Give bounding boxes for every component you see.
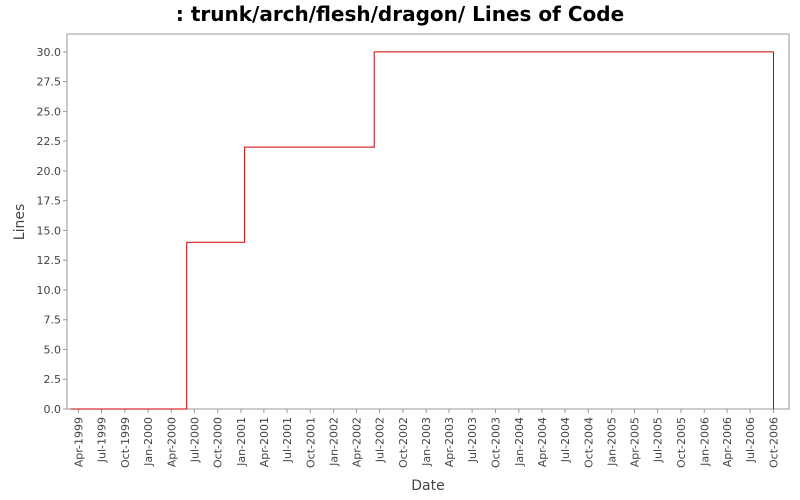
y-tick-label: 15.0 (37, 224, 62, 237)
y-tick-label: 22.5 (37, 135, 62, 148)
x-tick-label: Jan-2000 (142, 417, 155, 467)
x-tick-label: Jan-2005 (606, 417, 619, 467)
x-tick-label: Jul-2006 (744, 417, 757, 463)
x-tick-label: Apr-2000 (165, 417, 178, 467)
x-tick-label: Oct-2002 (397, 417, 410, 468)
x-tick-label: Oct-2006 (768, 417, 781, 468)
y-tick-label: 27.5 (37, 76, 62, 89)
x-tick-label: Apr-2004 (536, 417, 549, 467)
x-tick-label: Apr-2006 (721, 417, 734, 467)
x-axis: Apr-1999 Jul-1999 Oct-1999 Jan-2000 Apr-2000… (72, 409, 781, 468)
x-tick-label: Oct-2004 (582, 417, 595, 468)
y-tick-label: 2.5 (44, 373, 62, 386)
y-tick-label: 10.0 (37, 284, 62, 297)
y-tick-label: 20.0 (37, 165, 62, 178)
x-tick-label: Apr-2005 (629, 417, 642, 467)
y-axis-label: Lines (12, 204, 28, 240)
x-tick-label: Jul-1999 (96, 417, 109, 463)
y-tick-label: 7.5 (44, 314, 62, 327)
x-tick-label: Oct-2003 (489, 417, 502, 468)
x-tick-label: Jul-2002 (374, 417, 387, 463)
y-axis: 0.0 2.5 5.0 7.5 10.0 12.5 15.0 17.5 20.0 22.5 25.0… (37, 46, 67, 416)
y-tick-label: 12.5 (37, 254, 62, 267)
x-tick-label: Oct-2000 (212, 417, 225, 468)
plot-frame (66, 33, 790, 410)
y-tick-label: 0.0 (44, 403, 62, 416)
x-tick-label: Apr-2002 (350, 417, 363, 467)
x-tick-label: Apr-1999 (72, 417, 85, 467)
x-axis-label: Date (411, 478, 444, 494)
x-tick-label: Jan-2006 (698, 417, 711, 467)
x-tick-label: Jul-2003 (466, 417, 479, 463)
x-tick-label: Oct-2005 (675, 417, 688, 468)
x-tick-label: Jul-2004 (559, 417, 572, 463)
x-tick-label: Jul-2005 (652, 417, 665, 463)
y-tick-label: 30.0 (37, 46, 62, 59)
x-tick-label: Jan-2003 (420, 417, 433, 467)
series-group (70, 51, 774, 410)
x-tick-label: Jan-2001 (235, 417, 248, 467)
x-tick-label: Apr-2003 (443, 417, 456, 467)
x-tick-label: Jul-2000 (188, 417, 201, 463)
x-tick-label: Jul-2001 (281, 417, 294, 463)
series-line (70, 51, 774, 410)
x-tick-label: Jan-2002 (328, 417, 341, 467)
y-tick-label: 17.5 (37, 195, 62, 208)
y-tick-label: 5.0 (44, 343, 62, 356)
y-tick-label: 25.0 (37, 105, 62, 118)
x-tick-label: Apr-2001 (258, 417, 271, 467)
x-tick-label: Oct-1999 (119, 417, 132, 468)
x-tick-label: Jan-2004 (513, 417, 526, 467)
x-tick-label: Oct-2001 (304, 417, 317, 468)
plot-area (66, 33, 790, 410)
chart-title: : trunk/arch/flesh/dragon/ Lines of Code (176, 2, 624, 26)
